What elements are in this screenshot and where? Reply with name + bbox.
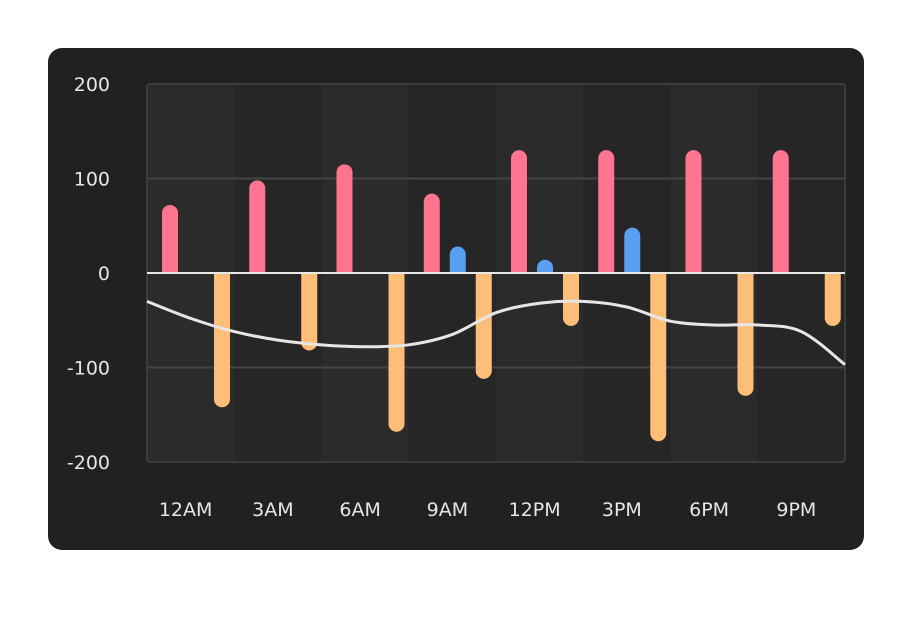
bar	[624, 227, 641, 273]
bar	[824, 273, 841, 326]
bar	[162, 204, 178, 273]
y-tick-label: 100	[74, 169, 110, 191]
x-tick-label: 6PM	[689, 499, 729, 521]
bar	[598, 150, 615, 273]
bar	[650, 273, 667, 442]
bar	[301, 273, 318, 351]
bar	[214, 273, 230, 408]
y-tick-label: -100	[67, 358, 110, 380]
bar	[772, 150, 789, 273]
trend-line	[146, 299, 846, 366]
y-tick-label: 0	[98, 263, 110, 285]
y-tick-label: 200	[74, 74, 110, 96]
x-tick-label: 12PM	[509, 499, 561, 521]
y-tick-label: -200	[67, 452, 110, 474]
x-tick-label: 6AM	[339, 499, 380, 521]
x-tick-label: 9PM	[776, 499, 816, 521]
bar	[388, 273, 405, 432]
bar	[537, 259, 553, 273]
bar	[737, 273, 754, 396]
bar	[449, 246, 466, 273]
x-tick-label: 9AM	[427, 499, 468, 521]
x-tick-label: 12AM	[159, 499, 213, 521]
bar	[475, 273, 492, 379]
gridlines	[147, 177, 845, 369]
bars	[162, 150, 841, 442]
bar	[423, 193, 440, 273]
x-tick-label: 3PM	[602, 499, 642, 521]
x-tick-label: 3AM	[252, 499, 293, 521]
bar	[249, 180, 266, 273]
bar	[563, 273, 579, 326]
bar	[685, 150, 702, 273]
x-axis-tick-labels: 12AM 3AM 6AM 9AM 12PM 3PM 6PM 9PM	[159, 499, 817, 521]
bar	[511, 150, 527, 273]
y-axis-tick-labels: 200 100 0 -100 -200	[67, 74, 110, 474]
bar	[336, 164, 353, 273]
